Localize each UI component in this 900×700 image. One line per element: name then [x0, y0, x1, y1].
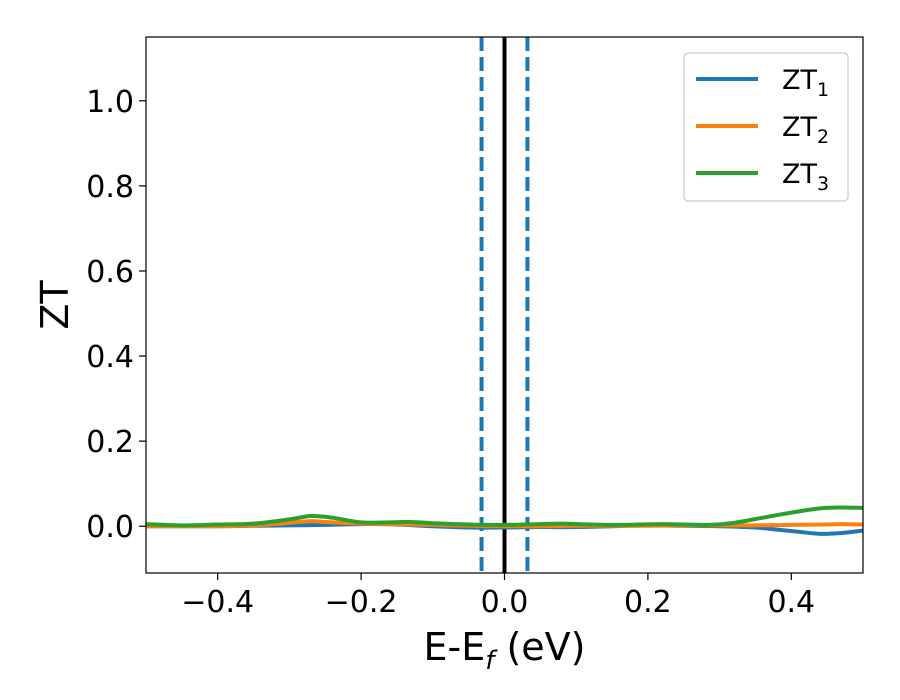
legend-label-zt2: ZT2	[782, 112, 829, 148]
series-line-zt3	[146, 505, 863, 528]
y-tick-label: 0.8	[86, 170, 134, 205]
x-tick-label: 0.0	[481, 585, 529, 620]
y-tick-label: 1.0	[86, 85, 134, 120]
x-tick-label: −0.2	[325, 585, 398, 620]
legend-box	[683, 52, 849, 202]
x-tick-label: 0.4	[767, 585, 815, 620]
legend-label-zt3: ZT3	[782, 159, 829, 195]
y-tick-label: 0.2	[86, 425, 134, 460]
y-tick-label: 0.0	[86, 510, 134, 545]
y-tick-label: 0.4	[86, 340, 134, 375]
legend-label-zt1: ZT1	[782, 65, 829, 101]
x-tick-label: 0.2	[624, 585, 672, 620]
x-axis-label-main: E-E	[424, 625, 486, 669]
x-tick-label: −0.4	[181, 585, 254, 620]
y-tick-label: 0.6	[86, 255, 134, 290]
legend: ZT1 ZT2 ZT3	[683, 52, 849, 202]
x-axis-label-tail: (eV)	[494, 625, 585, 669]
x-axis-label: E-Ef (eV)	[424, 625, 586, 676]
y-axis-label: ZT	[33, 280, 77, 330]
